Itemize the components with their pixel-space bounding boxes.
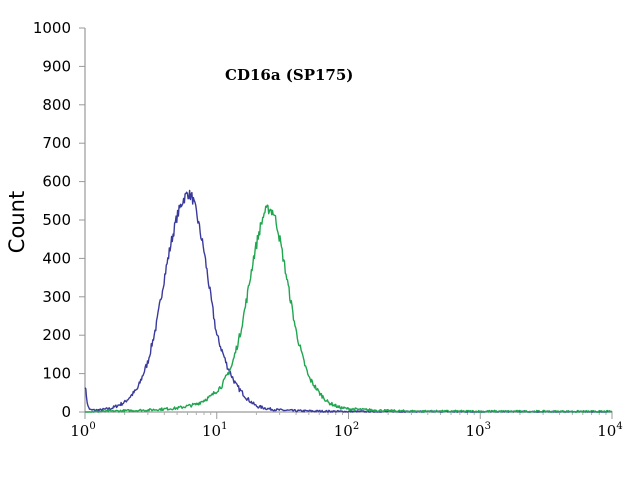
- x-tick-label: 104: [597, 421, 622, 440]
- chart-title: CD16a (SP175): [225, 66, 353, 84]
- x-tick-label: 103: [466, 421, 491, 440]
- y-tick-label: 400: [42, 249, 71, 267]
- y-tick-label: 900: [42, 57, 71, 75]
- x-tick-label: 102: [334, 421, 359, 440]
- y-tick-label: 100: [42, 365, 71, 383]
- series-line-1: [84, 189, 613, 413]
- y-tick-label: 1000: [33, 19, 71, 37]
- y-tick-label: 700: [42, 134, 71, 152]
- series-layer: [84, 189, 613, 413]
- y-tick-label: 600: [42, 173, 71, 191]
- y-axis: 0 100 200 300 400 500 600 700 800 900 1000: [33, 19, 86, 421]
- y-tick-label: 500: [42, 211, 71, 229]
- y-tick-label: 200: [42, 326, 71, 344]
- x-tick-label: 101: [202, 421, 227, 440]
- y-tick-label: 0: [61, 403, 71, 421]
- y-axis-label: Count: [5, 191, 29, 253]
- x-axis: 100 101 102 103 104: [70, 411, 623, 440]
- y-tick-label: 300: [42, 288, 71, 306]
- x-tick-label: 100: [70, 421, 95, 440]
- y-tick-label: 800: [42, 96, 71, 114]
- series-line-2: [84, 204, 613, 413]
